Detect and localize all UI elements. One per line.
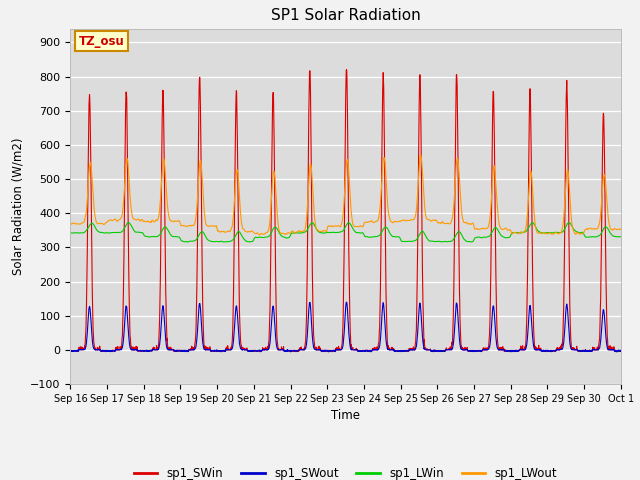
sp1_LWout xyxy=(584,227,592,232)
sp1_LWout xyxy=(220,228,228,234)
sp1_SWin xyxy=(220,348,228,353)
sp1_LWout xyxy=(362,219,369,225)
sp1_LWin xyxy=(569,225,577,230)
sp1_LWin xyxy=(374,233,381,239)
sp1_LWout xyxy=(506,227,514,232)
X-axis label: Time: Time xyxy=(331,409,360,422)
Title: SP1 Solar Radiation: SP1 Solar Radiation xyxy=(271,9,420,24)
Line: sp1_SWout: sp1_SWout xyxy=(70,302,621,352)
sp1_SWout xyxy=(220,348,228,353)
sp1_LWout xyxy=(617,226,625,232)
sp1_SWout xyxy=(584,348,592,353)
sp1_LWout xyxy=(569,225,577,230)
sp1_SWin xyxy=(67,348,74,354)
sp1_SWin xyxy=(617,348,625,354)
sp1_LWin xyxy=(617,234,625,240)
sp1_SWout xyxy=(67,348,74,354)
Y-axis label: Solar Radiation (W/m2): Solar Radiation (W/m2) xyxy=(12,138,25,275)
sp1_SWin xyxy=(362,347,369,353)
sp1_SWin xyxy=(568,346,576,352)
Text: TZ_osu: TZ_osu xyxy=(79,35,124,48)
sp1_SWin xyxy=(506,348,513,354)
sp1_SWin xyxy=(613,349,621,355)
Line: sp1_LWin: sp1_LWin xyxy=(70,223,621,242)
sp1_SWout xyxy=(506,348,514,354)
sp1_SWout xyxy=(342,300,350,305)
sp1_SWout xyxy=(374,347,381,352)
sp1_LWin xyxy=(362,234,370,240)
sp1_SWout xyxy=(569,347,577,352)
Line: sp1_LWout: sp1_LWout xyxy=(70,155,621,235)
sp1_LWin xyxy=(506,234,514,240)
Legend: sp1_SWin, sp1_SWout, sp1_LWin, sp1_LWout: sp1_SWin, sp1_SWout, sp1_LWin, sp1_LWout xyxy=(129,462,563,480)
sp1_LWin xyxy=(67,230,74,236)
sp1_LWout xyxy=(67,220,74,226)
sp1_SWin xyxy=(342,67,350,72)
sp1_LWout xyxy=(256,232,264,238)
sp1_LWin xyxy=(221,239,228,245)
sp1_LWout xyxy=(417,152,424,158)
sp1_SWout xyxy=(617,348,625,353)
sp1_SWin xyxy=(584,348,591,354)
Line: sp1_SWin: sp1_SWin xyxy=(70,70,621,352)
sp1_SWout xyxy=(362,348,370,354)
sp1_LWin xyxy=(125,220,132,226)
sp1_LWout xyxy=(374,218,381,224)
sp1_SWout xyxy=(287,349,294,355)
sp1_LWin xyxy=(184,239,192,245)
sp1_SWin xyxy=(374,347,381,353)
sp1_LWin xyxy=(584,234,592,240)
